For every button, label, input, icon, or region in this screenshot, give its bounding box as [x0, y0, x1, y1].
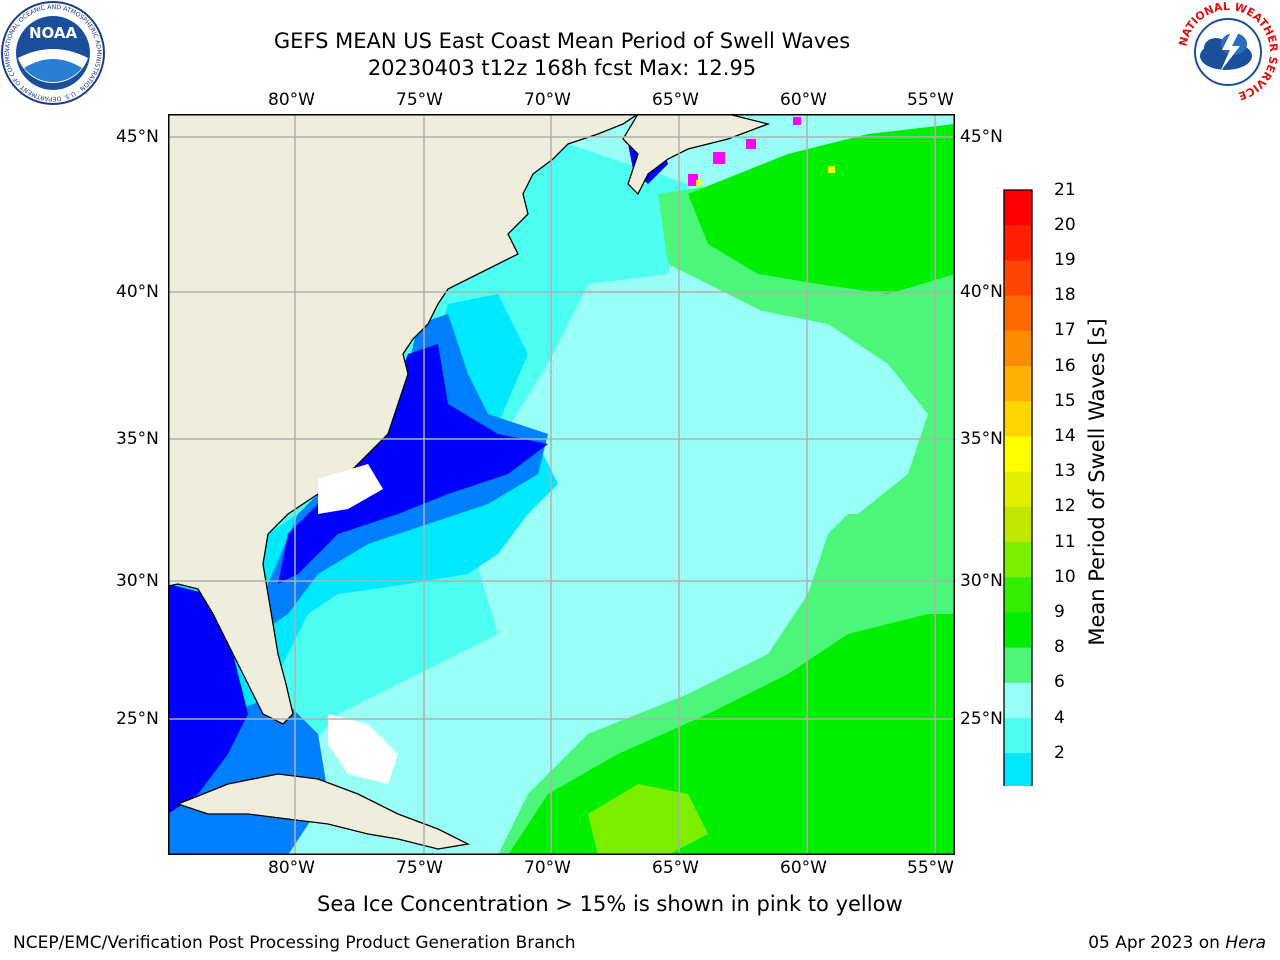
colorbar-tick: 6	[1054, 672, 1065, 692]
colorbar-tick: 10	[1054, 567, 1076, 587]
lon-label: 60°W	[780, 858, 827, 878]
field-11-12s	[588, 784, 708, 855]
lon-label: 65°W	[652, 858, 699, 878]
colorbar-segment	[1004, 577, 1032, 613]
colorbar-tick: 11	[1054, 532, 1076, 552]
colorbar-tick: 2	[1054, 743, 1065, 763]
colorbar-tick: 20	[1054, 215, 1076, 235]
sea-ice-note: Sea Ice Concentration > 15% is shown in …	[317, 892, 903, 916]
lon-label: 70°W	[524, 858, 571, 878]
field-9-10s-mid	[708, 304, 928, 514]
colorbar-segment	[1004, 753, 1032, 786]
footer-host: Hera	[1225, 933, 1266, 953]
colorbar-segment	[1004, 436, 1032, 473]
lon-label: 75°W	[396, 858, 443, 878]
lon-label: 80°W	[268, 90, 315, 110]
colorbar-frame	[1003, 189, 1033, 786]
lat-label: 40°N	[960, 282, 1003, 302]
lon-label: 65°W	[652, 90, 699, 110]
lat-label: 45°N	[960, 127, 1003, 147]
colorbar-tick: 12	[1054, 496, 1076, 516]
colorbar-tick: 4	[1054, 708, 1065, 728]
field-10-11s-south	[508, 614, 955, 855]
nws-logo: NATIONAL WEATHER SERVICE	[1176, 0, 1280, 103]
graticule	[168, 114, 955, 855]
colorbar-segment	[1004, 401, 1032, 437]
sea-ice-cell	[688, 174, 698, 186]
lat-label: 35°N	[960, 429, 1003, 449]
colorbar-segment	[1004, 506, 1032, 543]
sea-ice-cell	[746, 139, 756, 149]
colorbar-tick: 14	[1054, 426, 1076, 446]
chart-title: GEFS MEAN US East Coast Mean Period of S…	[273, 29, 851, 53]
noaa-logo: NATIONAL OCEANIC AND ATMOSPHERIC ADMINIS…	[0, 0, 105, 105]
lon-label: 75°W	[396, 90, 443, 110]
land-us-east-coast	[168, 114, 640, 725]
lon-label: 55°W	[907, 90, 954, 110]
colorbar-tick: 15	[1054, 391, 1076, 411]
footer-date-text: 05 Apr 2023 on	[1088, 933, 1220, 953]
colorbar-segment	[1004, 682, 1032, 719]
sea-ice-cell	[828, 166, 835, 173]
colorbar-segment	[1004, 471, 1032, 508]
bahamas-shoals	[328, 714, 398, 784]
colorbar-label: Mean Period of Swell Waves [s]	[1085, 318, 1109, 646]
colorbar-tick: 13	[1054, 461, 1076, 481]
lon-label: 70°W	[524, 90, 571, 110]
lat-label: 45°N	[116, 127, 159, 147]
lat-label: 25°N	[960, 709, 1003, 729]
footer-date: 05 Apr 2023 on Hera	[1088, 933, 1266, 953]
colorbar-segment	[1004, 330, 1032, 367]
colorbar-segment	[1004, 612, 1032, 649]
colorbar-tick: 19	[1054, 250, 1076, 270]
svg-text:NOAA: NOAA	[29, 24, 78, 42]
sea-ice-cell	[793, 117, 801, 125]
land-maritimes	[622, 114, 771, 196]
colorbar-tick: 21	[1054, 180, 1076, 200]
carolina-shoals	[318, 464, 383, 514]
lon-label: 55°W	[907, 858, 954, 878]
colorbar-tick: 17	[1054, 320, 1076, 340]
land-cuba	[176, 773, 471, 850]
colorbar	[1003, 189, 1033, 786]
field-under-2s	[278, 344, 548, 584]
colorbar-segment	[1004, 366, 1032, 402]
lat-label: 25°N	[116, 709, 159, 729]
sea-ice-cell	[696, 180, 702, 186]
colorbar-tick: 9	[1054, 602, 1065, 622]
lon-label: 60°W	[780, 90, 827, 110]
colorbar-segment	[1004, 542, 1032, 578]
lat-label: 40°N	[116, 282, 159, 302]
sea-ice-cell	[713, 152, 725, 164]
chart-subtitle: 20230403 t12z 168h fcst Max: 12.95	[367, 56, 757, 80]
lon-label: 80°W	[268, 858, 315, 878]
colorbar-segment	[1004, 190, 1032, 226]
lat-label: 35°N	[116, 429, 159, 449]
colorbar-segment	[1004, 260, 1032, 297]
colorbar-tick: 18	[1054, 285, 1076, 305]
lat-label: 30°N	[960, 571, 1003, 591]
colorbar-segment	[1004, 295, 1032, 332]
field-10-11s-north	[688, 124, 955, 294]
colorbar-tick: 8	[1054, 637, 1065, 657]
colorbar-segment	[1004, 225, 1032, 261]
colorbar-segment	[1004, 718, 1032, 754]
colorbar-tick: 16	[1054, 356, 1076, 376]
lat-label: 30°N	[116, 571, 159, 591]
footer-credit: NCEP/EMC/Verification Post Processing Pr…	[13, 933, 576, 953]
colorbar-segment	[1004, 647, 1032, 684]
swell-period-map	[168, 114, 955, 855]
